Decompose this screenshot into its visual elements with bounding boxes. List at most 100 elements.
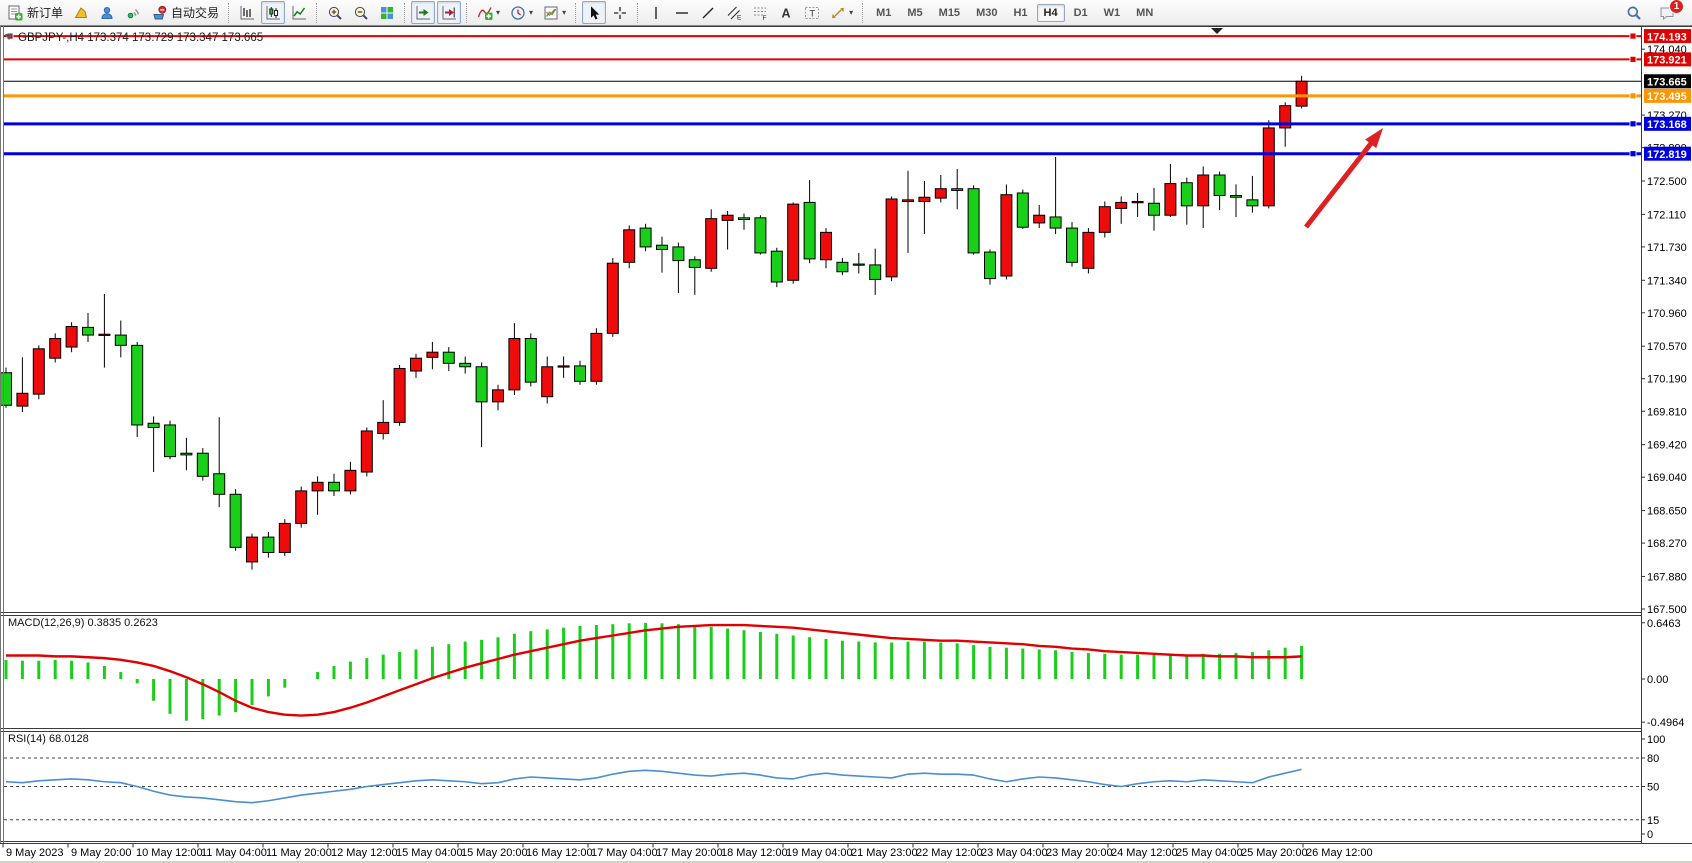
date-tick-label: 23 May 20:00 (1046, 847, 1113, 859)
toolbar-separator (404, 2, 406, 23)
text-button[interactable]: A (774, 1, 798, 24)
horizontal-line-object[interactable] (4, 55, 1641, 63)
date-tick-label: 17 May 20:00 (656, 847, 723, 859)
mql-community-button[interactable] (95, 1, 119, 24)
indicators-dropdown-arrow[interactable]: ▾ (496, 8, 501, 17)
candle (672, 242, 685, 294)
candle (524, 333, 537, 387)
candle (459, 356, 472, 374)
cursor-button[interactable] (582, 1, 607, 24)
candle (475, 362, 488, 448)
candle (114, 320, 127, 358)
chart-candles-type-button[interactable] (261, 1, 286, 24)
templates-dropdown-arrow[interactable]: ▾ (562, 8, 567, 17)
profiles-icon (74, 6, 88, 18)
candle (311, 476, 324, 515)
arrows-tool-dropdown-arrow[interactable]: ▾ (849, 8, 854, 17)
horizontal-line-object[interactable] (4, 120, 1641, 128)
macd-signal-line (6, 623, 1302, 717)
line-handle[interactable] (1629, 92, 1637, 100)
line-handle[interactable] (1629, 150, 1637, 158)
timeframe-m15-button[interactable]: M15 (938, 6, 961, 19)
trendline-button[interactable] (696, 1, 720, 24)
date-tick-label: 22 May 12:00 (916, 847, 983, 859)
price-tick-label: 168.650 (1647, 506, 1687, 518)
new-order-button[interactable]: 新订单 (3, 1, 67, 24)
candle (1230, 184, 1242, 217)
rsi-tick-label: 50 (1647, 782, 1659, 794)
timeframe-m5-button[interactable]: M5 (907, 6, 923, 19)
horizontal-line-object[interactable] (4, 150, 1641, 158)
chart-shift-marker[interactable] (1211, 28, 1223, 34)
toolbar-separator (862, 2, 864, 23)
candle (246, 533, 258, 570)
chart-line-type-button[interactable] (287, 1, 311, 24)
date-tick-label: 15 May 20:00 (461, 847, 528, 859)
profiles-button[interactable] (69, 1, 93, 24)
symbol-dropdown-icon[interactable] (5, 34, 13, 40)
text-icon: A (782, 6, 791, 20)
text-label-button[interactable]: T (800, 1, 824, 24)
tile-windows-button[interactable] (375, 1, 399, 24)
periods-button[interactable]: ▾ (506, 1, 537, 24)
line-handle[interactable] (1629, 55, 1637, 63)
auto-trading-icon (153, 5, 167, 19)
timeframe-m30-button[interactable]: M30 (976, 6, 998, 19)
auto-trading-button[interactable]: 自动交易 (147, 1, 223, 24)
vertical-line-icon (655, 6, 657, 19)
templates-button[interactable]: ▾ (539, 1, 570, 24)
candle (1000, 184, 1013, 280)
indicators-button[interactable]: ▾ (473, 1, 504, 24)
macd-histogram (4, 622, 1304, 721)
chart-bars-type-icon (240, 5, 255, 19)
search-button[interactable] (1622, 1, 1646, 24)
panel-borders (0, 26, 1692, 844)
vertical-line-button[interactable] (644, 1, 668, 24)
zoom-in-button[interactable] (323, 1, 347, 24)
zoom-out-button[interactable] (349, 1, 373, 24)
auto-scroll-button[interactable] (411, 1, 436, 24)
price-tick-label: 172.500 (1647, 176, 1687, 188)
horizontal-line-object[interactable] (4, 92, 1641, 100)
text-label-icon: T (805, 6, 820, 19)
rsi-tick-label: 80 (1647, 753, 1659, 765)
date-tick-label: 18 May 12:00 (721, 847, 788, 859)
crosshair-button[interactable] (608, 1, 632, 24)
chart-shift-icon (442, 5, 457, 19)
price-line-badge: 173.665 (1647, 76, 1687, 88)
candle (508, 323, 521, 395)
price-tick-label: 171.730 (1647, 242, 1687, 254)
line-handle[interactable] (1629, 120, 1637, 128)
timeframe-mn-button[interactable]: MN (1136, 6, 1154, 19)
chart-shift-button[interactable] (437, 1, 462, 24)
mql-community-icon (101, 6, 113, 19)
timeframe-m1-button[interactable]: M1 (876, 6, 892, 19)
arrows-tool-button[interactable]: ▾ (826, 1, 857, 24)
price-line-badge: 174.193 (1647, 31, 1687, 43)
candle (918, 181, 931, 235)
candle (196, 448, 209, 481)
candle (410, 353, 422, 378)
timeframe-h4-button[interactable]: H4 (1036, 3, 1065, 22)
equidistant-channel-button[interactable]: E (722, 1, 746, 24)
price-line-badge: 173.921 (1647, 55, 1687, 67)
timeframe-h1-button[interactable]: H1 (1013, 6, 1028, 19)
chat-button[interactable]: 1 (1655, 0, 1684, 24)
trend-arrow-annotation[interactable] (1304, 128, 1383, 229)
chart-bars-type-button[interactable] (235, 1, 259, 24)
timeframe-w1-button[interactable]: W1 (1103, 6, 1121, 19)
timeframe-d1-button[interactable]: D1 (1073, 6, 1088, 19)
fibonacci-button[interactable]: F (748, 1, 772, 24)
candle (688, 256, 701, 295)
candle (1082, 228, 1095, 274)
candle (82, 312, 94, 342)
price-tick-label: 169.420 (1647, 440, 1687, 452)
line-handle[interactable] (1629, 32, 1637, 40)
signals-button[interactable] (121, 1, 145, 24)
price-tick-label: 170.570 (1647, 341, 1687, 353)
horizontal-line-button[interactable] (670, 1, 694, 24)
periods-dropdown-arrow[interactable]: ▾ (529, 8, 534, 17)
macd-tick-label: 0.00 (1647, 674, 1668, 686)
